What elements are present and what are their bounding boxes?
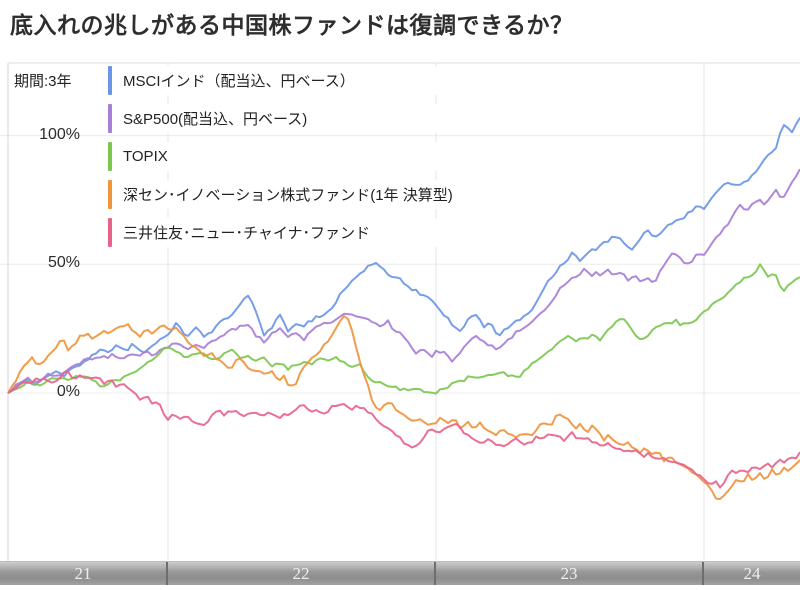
legend-label: 三井住友･ニュー･チャイナ･ファンド: [123, 225, 371, 242]
year-segment-23[interactable]: 23: [436, 562, 704, 585]
legend-item-4[interactable]: 深セン･イノベーション株式ファンド(1年 決算型): [108, 180, 453, 209]
period-label: 期間:3年: [14, 73, 72, 90]
page-title: 底入れの兆しがある中国株ファンドは復調できるか？: [10, 12, 574, 38]
series-line-4: [7, 315, 800, 500]
legend-label: MSCIインド（配当込、円ベース）: [123, 73, 355, 90]
legend-color-swatch: [108, 180, 112, 209]
legend-item-1[interactable]: MSCIインド（配当込、円ベース）: [108, 66, 453, 95]
legend-color-swatch: [108, 142, 112, 171]
year-segment-label: 22: [292, 563, 310, 583]
legend-label: S&P500(配当込、円ベース): [123, 111, 308, 128]
series-line-3: [7, 263, 800, 395]
series-line-5: [7, 370, 800, 489]
legend: MSCIインド（配当込、円ベース） S&P500(配当込、円ベース) TOPIX 深セ…: [108, 66, 453, 256]
chart-canvas[interactable]: [0, 62, 800, 585]
legend-label: 深セン･イノベーション株式ファンド(1年 決算型): [123, 187, 453, 204]
legend-color-swatch: [108, 218, 112, 247]
chart-area: 期間:3年 MSCIインド（配当込、円ベース） S&P500(配当込、円ベース) T…: [0, 62, 800, 585]
legend-label: TOPIX: [123, 148, 168, 165]
legend-item-5[interactable]: 三井住友･ニュー･チャイナ･ファンド: [108, 218, 453, 247]
series-line-1: [7, 117, 800, 394]
legend-item-3[interactable]: TOPIX: [108, 142, 453, 171]
year-segment-label: 21: [74, 563, 92, 583]
y-axis-tick-label: 0%: [56, 383, 80, 401]
legend-color-swatch: [108, 104, 112, 133]
y-axis-tick-label: 50%: [47, 254, 80, 272]
time-range-bar[interactable]: 21 22 23 24: [0, 561, 800, 585]
series-line-2: [7, 168, 800, 394]
legend-color-swatch: [108, 66, 112, 95]
year-segment-label: 24: [743, 563, 761, 583]
year-segment-22[interactable]: 22: [168, 562, 436, 585]
legend-item-2[interactable]: S&P500(配当込、円ベース): [108, 104, 453, 133]
year-segment-24[interactable]: 24: [704, 562, 800, 585]
year-segment-21[interactable]: 21: [0, 562, 168, 585]
year-segment-label: 23: [560, 563, 578, 583]
y-axis-tick-label: 100%: [39, 125, 80, 143]
